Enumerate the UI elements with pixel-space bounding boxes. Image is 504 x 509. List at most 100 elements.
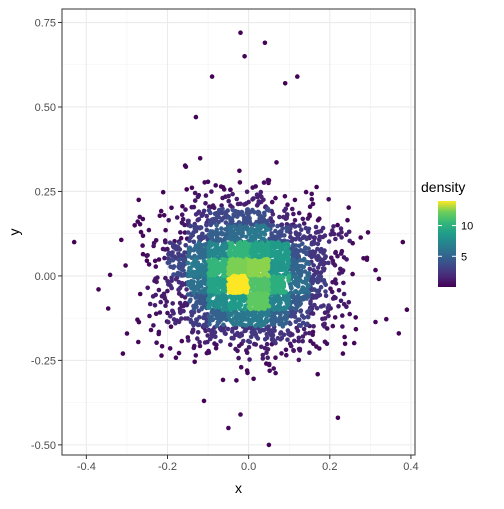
data-point — [229, 231, 234, 236]
data-point — [266, 280, 271, 286]
data-point — [353, 326, 359, 332]
y-tick-label: -0.50 — [31, 440, 56, 452]
data-point — [292, 224, 298, 229]
data-point — [198, 255, 203, 260]
data-point — [243, 284, 248, 289]
data-point — [185, 260, 191, 266]
data-point — [260, 245, 266, 251]
data-point — [179, 338, 185, 344]
data-point — [279, 335, 285, 341]
data-point — [274, 160, 279, 165]
data-point — [346, 299, 352, 305]
data-point — [197, 237, 203, 242]
data-point — [358, 235, 364, 240]
data-point — [276, 284, 282, 289]
data-point — [224, 306, 229, 312]
data-point — [285, 337, 290, 343]
data-point — [248, 229, 253, 235]
data-point — [145, 253, 150, 258]
data-point — [286, 273, 292, 279]
data-point — [178, 261, 184, 267]
data-point — [268, 298, 274, 303]
data-point — [240, 231, 245, 236]
data-point — [306, 261, 312, 267]
data-point — [159, 353, 164, 358]
data-point — [305, 314, 311, 319]
data-point — [186, 338, 191, 343]
data-point — [301, 326, 307, 332]
data-point — [191, 239, 197, 245]
data-point — [242, 202, 247, 207]
data-point — [213, 183, 218, 188]
x-tick-label: -0.2 — [158, 461, 177, 473]
data-point — [305, 284, 311, 290]
data-point — [307, 330, 312, 336]
data-point — [234, 378, 239, 383]
data-point — [317, 261, 323, 267]
data-point — [219, 261, 225, 266]
data-point — [270, 333, 276, 338]
data-point — [261, 299, 266, 304]
data-point — [252, 210, 257, 215]
data-point — [316, 288, 322, 293]
data-point — [214, 227, 220, 233]
data-point — [217, 280, 222, 285]
data-point — [338, 226, 344, 231]
data-point — [220, 216, 225, 221]
data-point — [227, 225, 233, 231]
data-point — [163, 239, 168, 245]
data-point — [243, 279, 249, 285]
data-point — [246, 199, 251, 205]
data-point — [151, 323, 156, 328]
data-point — [169, 285, 174, 291]
data-point — [365, 230, 371, 235]
data-point — [199, 288, 205, 294]
data-point — [247, 320, 252, 326]
data-point — [342, 341, 348, 347]
data-point — [265, 319, 270, 324]
grid-major — [62, 9, 415, 455]
y-tick-label: 0.00 — [35, 271, 56, 283]
legend-ticks: 5 10 — [438, 221, 473, 263]
data-point — [226, 425, 231, 431]
data-point — [364, 255, 370, 261]
data-point — [250, 271, 256, 276]
data-point — [197, 156, 203, 161]
data-point — [246, 304, 252, 310]
data-point — [214, 289, 219, 295]
data-point — [320, 316, 325, 322]
data-point — [281, 275, 286, 280]
data-point — [215, 320, 221, 326]
data-point — [242, 328, 247, 334]
data-point — [310, 201, 316, 207]
data-point — [175, 245, 181, 250]
data-point — [183, 207, 188, 212]
data-point — [229, 319, 234, 325]
data-point — [183, 164, 189, 169]
data-point — [318, 284, 324, 290]
data-point — [184, 187, 189, 192]
data-point — [330, 279, 335, 285]
data-point — [188, 297, 193, 303]
data-point — [235, 279, 241, 284]
data-point — [204, 227, 210, 233]
data-point — [243, 289, 248, 295]
data-point — [333, 236, 338, 242]
data-point — [331, 224, 336, 229]
data-point — [316, 229, 322, 235]
data-point — [283, 206, 289, 212]
data-point — [271, 250, 277, 255]
data-point — [207, 321, 212, 327]
data-point — [335, 222, 340, 228]
data-point — [270, 223, 276, 228]
data-point — [197, 264, 202, 270]
data-point — [222, 236, 228, 241]
data-point — [231, 302, 237, 308]
data-point — [176, 251, 181, 256]
data-point — [244, 323, 249, 328]
data-point — [293, 288, 299, 294]
data-point — [266, 331, 271, 336]
data-point — [280, 324, 286, 329]
data-point — [207, 336, 213, 342]
data-point — [96, 287, 101, 292]
